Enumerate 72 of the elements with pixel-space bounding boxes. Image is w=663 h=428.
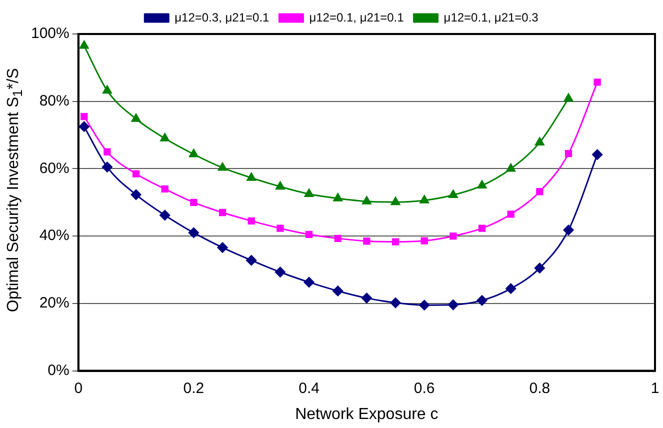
x-tick-label: 0.4 <box>298 380 320 397</box>
point <box>564 93 574 102</box>
point <box>246 172 256 181</box>
point <box>563 224 574 236</box>
point <box>392 238 400 246</box>
legend-label: μ12=0.1, μ21=0.1 <box>309 10 404 24</box>
point <box>333 193 342 202</box>
y-tick-label: 40% <box>39 227 70 244</box>
x-tick-label: 0.2 <box>183 380 204 397</box>
point <box>246 255 257 266</box>
point <box>363 238 370 245</box>
point <box>102 162 112 172</box>
x-tick-label: 0 <box>74 380 83 397</box>
point <box>274 266 286 278</box>
point <box>420 195 429 204</box>
point <box>450 232 457 240</box>
point <box>535 137 544 146</box>
point <box>361 292 372 304</box>
point <box>362 196 372 204</box>
point <box>276 224 284 232</box>
point <box>478 224 486 232</box>
point <box>305 230 313 238</box>
point <box>506 283 516 294</box>
point <box>102 85 112 94</box>
point <box>390 298 401 308</box>
y-tick-label: 100% <box>30 25 70 42</box>
point <box>507 210 514 218</box>
point <box>564 150 572 158</box>
point <box>304 188 314 197</box>
point <box>334 234 342 242</box>
point <box>534 262 545 274</box>
point <box>390 196 400 206</box>
y-tick-label: 80% <box>39 92 70 110</box>
point <box>188 227 199 238</box>
point <box>419 300 430 310</box>
y-tick-label: 60% <box>39 160 70 177</box>
point <box>190 198 198 206</box>
point <box>276 181 285 190</box>
y-tick-label: 20% <box>39 294 70 312</box>
point <box>448 300 458 310</box>
point <box>506 163 516 172</box>
point <box>477 180 487 189</box>
legend-label: μ12=0.3, μ21=0.1 <box>174 10 270 24</box>
point <box>104 148 111 156</box>
point <box>80 112 88 120</box>
point <box>189 148 198 158</box>
point <box>218 162 228 171</box>
point <box>79 40 89 49</box>
point <box>130 189 142 200</box>
point <box>217 242 228 253</box>
x-tick-label: 0.6 <box>414 380 435 397</box>
point <box>160 133 170 142</box>
x-tick-label: 1 <box>650 380 660 397</box>
point <box>594 78 601 86</box>
point <box>420 237 428 244</box>
point <box>131 114 141 122</box>
y-tick-label: 0% <box>48 362 70 379</box>
point <box>304 276 314 288</box>
point <box>160 210 170 220</box>
legend-label: μ12=0.1, μ21=0.3 <box>444 10 539 24</box>
point <box>132 170 140 178</box>
point <box>476 295 488 306</box>
point <box>218 208 226 216</box>
point <box>448 190 458 198</box>
point <box>536 188 544 196</box>
point <box>592 149 603 160</box>
point <box>248 217 255 225</box>
point <box>332 286 344 296</box>
x-axis-title: Network Exposure c <box>295 406 438 423</box>
x-tick-label: 0.8 <box>529 380 550 397</box>
point <box>161 185 168 193</box>
point <box>78 121 90 132</box>
